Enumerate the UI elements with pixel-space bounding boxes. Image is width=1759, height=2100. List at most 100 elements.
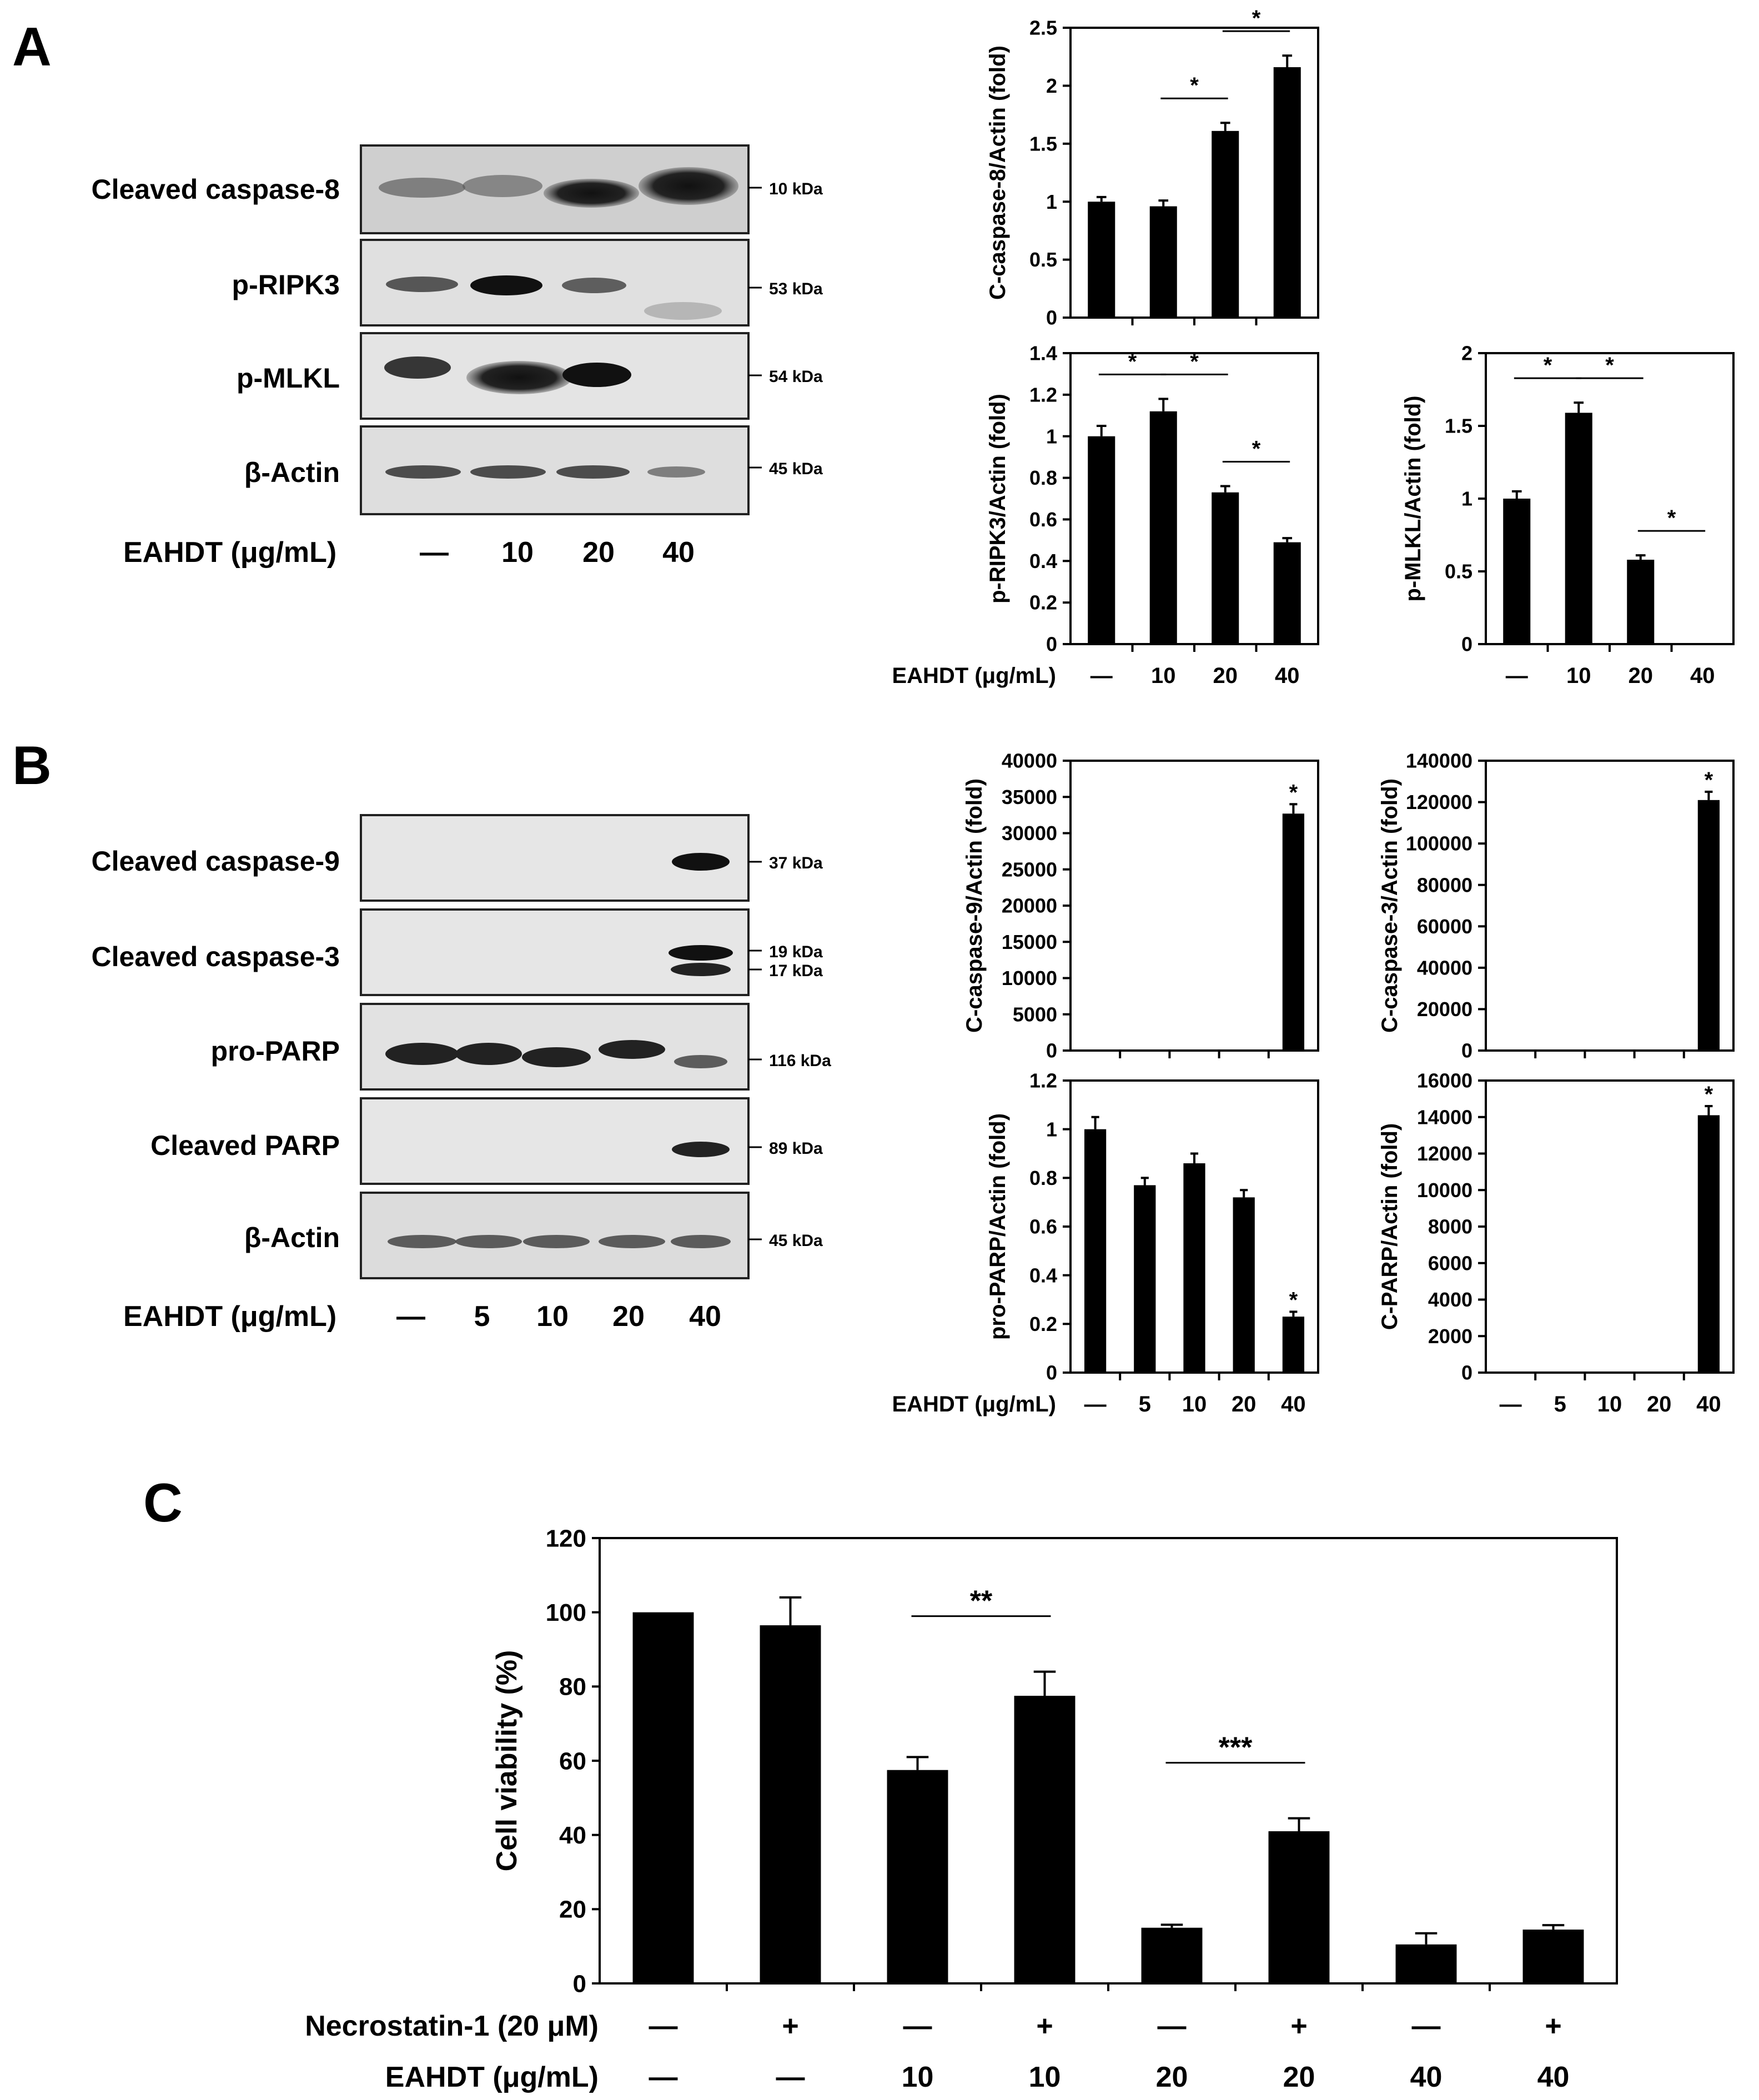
y-tick-label: 2.5	[1029, 17, 1057, 39]
y-tick-label: 1.2	[1029, 1069, 1057, 1092]
bar	[1183, 1163, 1205, 1373]
y-tick-label: 20000	[1417, 998, 1472, 1021]
y-tick-label: 0.2	[1029, 591, 1057, 614]
bar	[1697, 1115, 1720, 1373]
y-tick-label: 10000	[1417, 1179, 1472, 1202]
bar	[1648, 1049, 1670, 1051]
y-tick-label: 80000	[1417, 873, 1472, 896]
y-tick-label: 1.4	[1029, 342, 1057, 365]
x-tick-label: 10	[1566, 664, 1591, 688]
blot-panel-a: Cleaved caspase-8 p-RIPK3 p-MLKL β-Actin…	[91, 144, 823, 569]
y-tick-label: 5000	[1013, 1003, 1057, 1026]
y-axis-label: p-MLKL/Actin (fold)	[1401, 396, 1425, 602]
bar	[1599, 1371, 1621, 1373]
y-axis-label: C-caspase-3/Actin (fold)	[1378, 778, 1402, 1033]
x-tick-label: 10	[1597, 1392, 1622, 1416]
bar	[1282, 813, 1305, 1051]
eahdt-value: 40	[1537, 2061, 1570, 2093]
chart-cleaved-caspase-9: 0 5000 10000 15000 20000 25000 30000 35000 40000…	[962, 750, 1319, 1062]
y-tick-label: 40000	[1002, 750, 1057, 772]
bar	[1088, 202, 1115, 318]
y-tick-label: 0.8	[1029, 466, 1057, 489]
necrostatin-row: — + — + — + — +	[649, 2010, 1562, 2042]
blot-band	[455, 1043, 522, 1065]
y-tick-label: 20	[559, 1896, 586, 1923]
kda-label: 45 kDa	[769, 1232, 823, 1250]
necrostatin-value: —	[1412, 2010, 1441, 2042]
blot-band	[470, 275, 542, 295]
eahdt-row: — — 10 10 20 20 40 40	[649, 2061, 1570, 2093]
treatment-label: EAHDT (μg/mL)	[123, 1300, 336, 1333]
eahdt-value: —	[776, 2061, 805, 2093]
blot-band	[385, 465, 461, 479]
significance-mark: *	[1128, 349, 1137, 374]
significance-mark: *	[1252, 437, 1261, 461]
eahdt-value: 10	[1029, 2061, 1061, 2093]
y-axis-label: C-caspase-9/Actin (fold)	[962, 778, 987, 1033]
blot-b-row-label: pro-PARP	[211, 1036, 340, 1067]
lane-label: 20	[582, 536, 615, 569]
significance-mark: *	[1190, 349, 1199, 374]
significance-mark: *	[1605, 353, 1614, 378]
y-tick-label: 1	[1461, 488, 1472, 510]
y-tick-label: 2000	[1428, 1325, 1472, 1348]
y-tick-label: 0	[1046, 633, 1057, 656]
x-tick-label: 5	[1139, 1392, 1151, 1416]
blot-band	[386, 277, 458, 292]
y-tick-label: 40000	[1417, 956, 1472, 979]
bar	[1149, 411, 1177, 644]
chart-cleaved-caspase-3: 0 20000 40000 60000 80000 100000 120000 140000C…	[1378, 750, 1735, 1062]
blot-band	[639, 167, 738, 205]
x-tick-label: 10	[1151, 664, 1176, 688]
panel-c-treatments: Necrostatin-1 (20 μM) EAHDT (μg/mL) — + — +…	[305, 2010, 1569, 2093]
bar	[1134, 1049, 1156, 1051]
significance-mark: *	[1252, 6, 1261, 31]
bar	[1503, 499, 1531, 644]
bar	[1565, 413, 1592, 644]
y-tick-label: 140000	[1406, 750, 1472, 772]
necrostatin-label: Necrostatin-1 (20 μM)	[305, 2010, 599, 2042]
significance-mark: *	[1190, 73, 1199, 98]
kda-label: 89 kDa	[769, 1139, 823, 1158]
panel-label-b: B	[12, 735, 52, 796]
y-axis-label: C-caspase-8/Actin (fold)	[986, 46, 1010, 300]
y-tick-label: 0.2	[1029, 1313, 1057, 1335]
x-tick-label: 20	[1647, 1392, 1672, 1416]
significance-mark: ***	[1219, 1732, 1253, 1764]
necrostatin-value: +	[782, 2010, 798, 2042]
blot-b-row-label: Cleaved caspase-9	[91, 846, 340, 877]
bar	[632, 1612, 694, 1983]
y-tick-label: 1.2	[1029, 383, 1057, 406]
bar	[1212, 492, 1239, 644]
eahdt-label: EAHDT (μg/mL)	[385, 2061, 599, 2093]
blot-band	[562, 278, 626, 293]
eahdt-value: 20	[1283, 2061, 1315, 2093]
bar	[1549, 1049, 1571, 1051]
y-tick-label: 0.6	[1029, 1215, 1057, 1238]
eahdt-value: —	[649, 2061, 678, 2093]
y-axis-label: Cell viability (%)	[491, 1650, 523, 1872]
blot-band	[672, 1142, 730, 1157]
y-axis-label: p-RIPK3/Actin (fold)	[986, 394, 1010, 604]
bar	[1499, 1371, 1522, 1373]
y-axis-label: C-PARP/Actin (fold)	[1378, 1123, 1402, 1330]
x-tick-label: —	[1090, 664, 1113, 688]
plot-frame	[1069, 760, 1319, 1052]
x-tick-label: —	[1506, 664, 1528, 688]
chart-p-ripk3: 0 0.2 0.4 0.6 0.8 1 1.2 1.4 p-RIPK3/Actin (fold)…	[892, 342, 1319, 688]
lane-label: 5	[474, 1300, 490, 1333]
y-tick-label: 0	[1046, 1039, 1057, 1062]
kda-label: 37 kDa	[769, 854, 823, 872]
chart-cleaved-parp: 0 2000 4000 6000 8000 10000 12000 14000 16000 C-P…	[1378, 1069, 1735, 1416]
x-axis-label: EAHDT (μg/mL)	[892, 664, 1056, 688]
x-axis-label: EAHDT (μg/mL)	[892, 1392, 1056, 1416]
treatment-label: EAHDT (μg/mL)	[123, 536, 336, 569]
lane-label: —	[396, 1300, 425, 1333]
bar	[1134, 1185, 1156, 1373]
blot-band	[669, 945, 733, 961]
bar	[1149, 206, 1177, 318]
bar	[1688, 643, 1716, 644]
x-tick-label: 40	[1275, 664, 1300, 688]
x-tick-label: 20	[1232, 1392, 1257, 1416]
